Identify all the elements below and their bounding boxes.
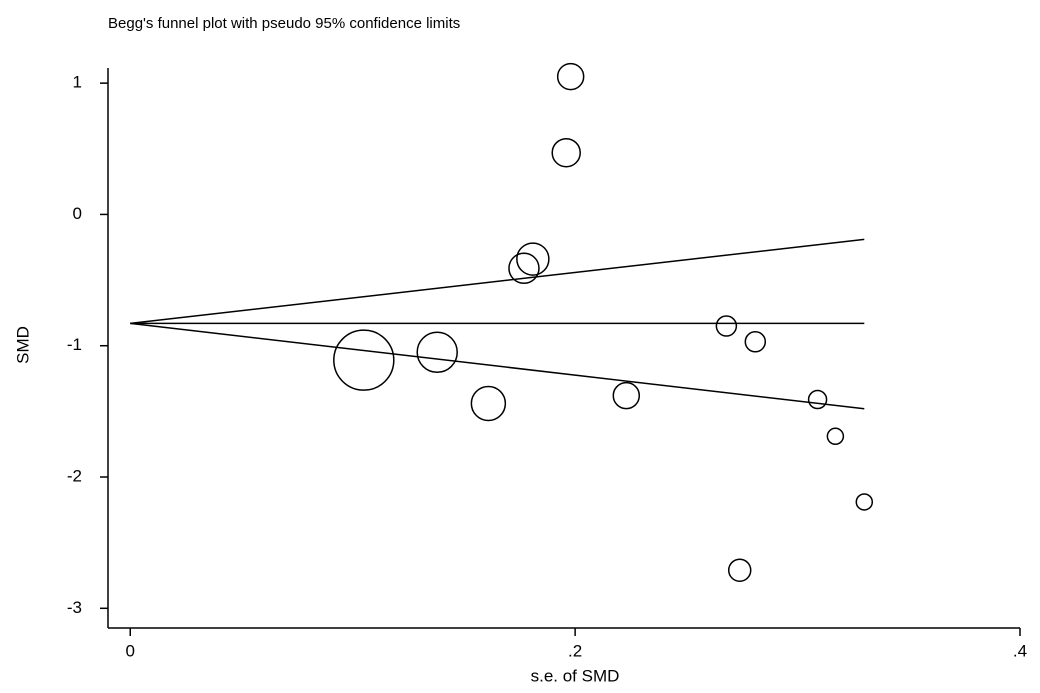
y-tick-label: -1	[67, 335, 82, 354]
y-tick-label: 0	[73, 204, 82, 223]
study-point	[744, 331, 767, 353]
x-tick-label: 0	[126, 641, 135, 660]
funnel-line	[130, 238, 865, 325]
study-point	[508, 252, 540, 285]
study-point	[333, 329, 395, 391]
study-point	[612, 381, 641, 410]
study-point	[727, 558, 752, 582]
y-axis-label: SMD	[13, 326, 32, 364]
study-point	[470, 385, 507, 422]
y-tick-label: 1	[73, 73, 82, 92]
study-point	[416, 331, 458, 374]
study-point	[715, 315, 738, 337]
y-tick-label: -2	[67, 466, 82, 485]
study-point	[551, 137, 581, 168]
x-tick-label: .2	[568, 641, 582, 660]
study-point	[826, 427, 845, 446]
chart-title: Begg's funnel plot with pseudo 95% confi…	[108, 15, 460, 32]
y-tick-label: -3	[67, 598, 82, 617]
x-axis-label: s.e. of SMD	[531, 666, 620, 685]
x-tick-label: .4	[1013, 641, 1027, 660]
study-point	[855, 493, 874, 511]
study-point	[807, 389, 828, 410]
funnel-line	[130, 322, 865, 410]
study-point	[556, 62, 585, 91]
study-point	[516, 242, 550, 276]
